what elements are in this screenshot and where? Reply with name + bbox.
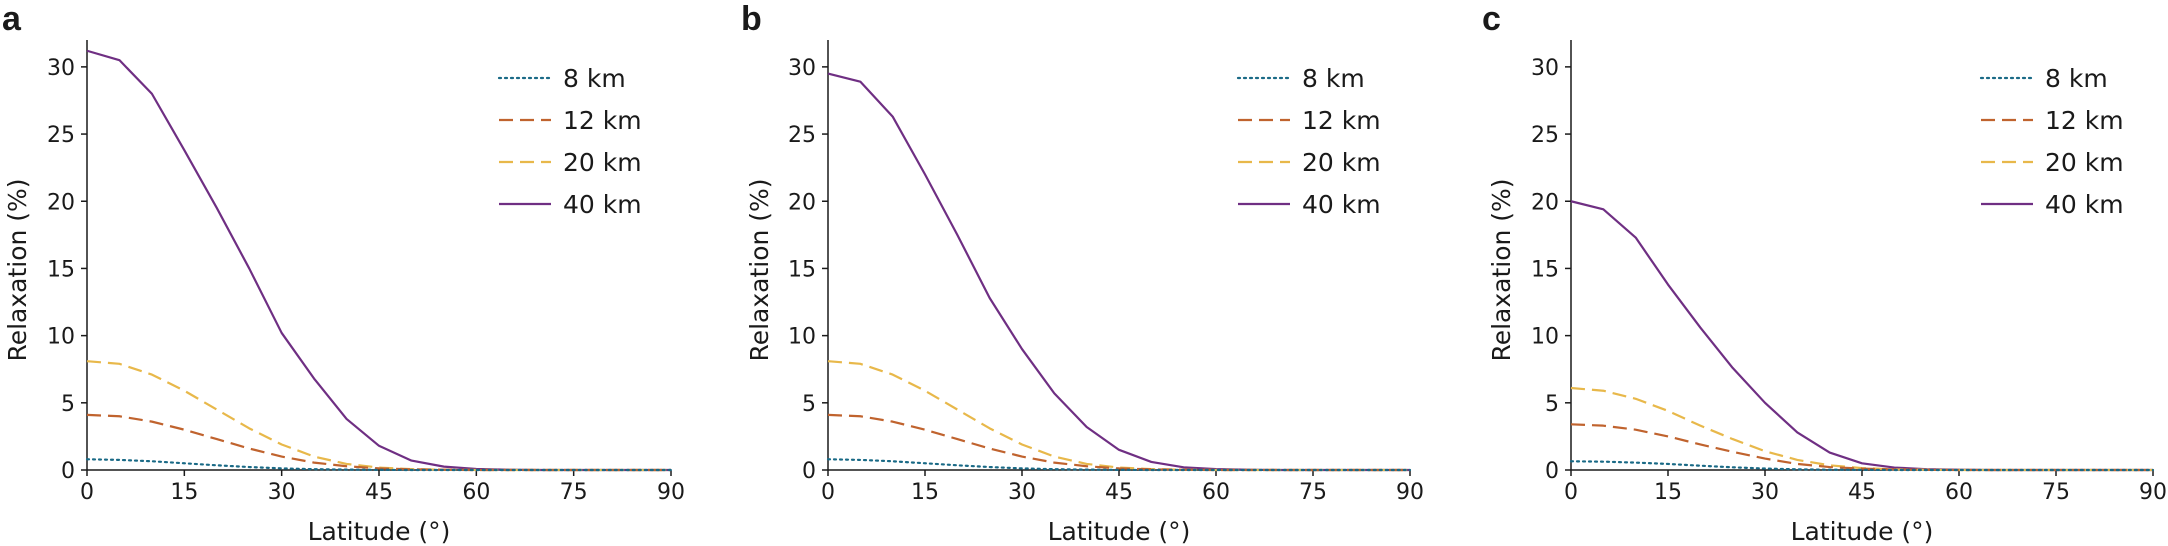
x-tick-label: 75 — [560, 480, 588, 505]
y-tick-label: 25 — [1531, 123, 1559, 148]
legend-label: 20 km — [1302, 148, 1381, 177]
y-tick-label: 5 — [1545, 392, 1559, 417]
legend-label: 20 km — [2045, 148, 2124, 177]
x-tick-label: 45 — [1848, 480, 1876, 505]
panel-letter: c — [1482, 0, 1501, 38]
x-tick-label: 30 — [268, 480, 296, 505]
x-tick-label: 45 — [365, 480, 393, 505]
series-line-12km — [827, 413, 1410, 472]
x-tick-label: 0 — [821, 480, 835, 505]
y-tick-label: 15 — [788, 257, 816, 282]
y-tick-label: 20 — [47, 190, 75, 215]
chart-panel-b: b 0 5 10 15 20 25 30 0 15 30 45 60 75 90 Latitude (°) Re… — [741, 0, 1424, 546]
legend-label: 8 km — [563, 64, 626, 93]
series-line-8km — [826, 458, 1412, 472]
legend-label: 40 km — [563, 190, 642, 219]
y-axis-title: Relaxation (%) — [3, 178, 32, 361]
series-line-20km — [1570, 386, 2153, 472]
legend-label: 12 km — [563, 106, 642, 135]
y-tick-label: 5 — [802, 392, 816, 417]
series-line-20km — [827, 360, 1410, 472]
x-tick-label: 30 — [1751, 480, 1779, 505]
x-tick-label: 0 — [80, 480, 94, 505]
series-line-8km — [85, 458, 673, 472]
y-tick-label: 30 — [1531, 56, 1559, 81]
x-tick-label: 60 — [1945, 480, 1973, 505]
panel-letter: b — [741, 0, 762, 38]
y-tick-label: 25 — [47, 123, 75, 148]
legend-label: 40 km — [2045, 190, 2124, 219]
series-line-20km — [86, 360, 671, 472]
y-tick-label: 20 — [788, 190, 816, 215]
x-tick-label: 75 — [2042, 480, 2070, 505]
series-line-12km — [86, 413, 671, 472]
x-tick-label: 90 — [2139, 480, 2167, 505]
y-tick-label: 25 — [788, 123, 816, 148]
panel-letter: a — [2, 0, 22, 38]
x-tick-label: 90 — [1396, 480, 1424, 505]
chart-panel-c: c 0 5 10 15 20 25 30 0 15 30 45 60 75 90 Latitude (°) Re… — [1482, 0, 2167, 546]
legend: 8 km 12 km 20 km 40 km — [497, 64, 642, 219]
x-tick-label: 15 — [1654, 480, 1682, 505]
x-tick-label: 90 — [657, 480, 685, 505]
y-tick-label: 5 — [61, 392, 75, 417]
y-tick-label: 0 — [61, 459, 75, 484]
y-tick-label: 15 — [1531, 257, 1559, 282]
y-tick-label: 10 — [1531, 325, 1559, 350]
y-axis-title: Relaxation (%) — [1487, 178, 1516, 361]
x-axis-title: Latitude (°) — [1791, 517, 1934, 546]
series-line-8km — [1569, 460, 2155, 472]
x-tick-label: 0 — [1564, 480, 1578, 505]
x-axis-title: Latitude (°) — [1048, 517, 1191, 546]
x-tick-label: 45 — [1105, 480, 1133, 505]
legend-label: 40 km — [1302, 190, 1381, 219]
y-tick-label: 20 — [1531, 190, 1559, 215]
x-tick-label: 60 — [462, 480, 490, 505]
legend-label: 8 km — [2045, 64, 2108, 93]
x-tick-label: 15 — [170, 480, 198, 505]
y-tick-label: 0 — [1545, 459, 1559, 484]
x-tick-label: 30 — [1008, 480, 1036, 505]
x-axis-title: Latitude (°) — [308, 517, 451, 546]
y-tick-label: 15 — [47, 257, 75, 282]
y-tick-label: 30 — [788, 56, 816, 81]
y-axis-title: Relaxation (%) — [745, 178, 774, 361]
x-tick-label: 15 — [911, 480, 939, 505]
legend-label: 12 km — [2045, 106, 2124, 135]
legend: 8 km 12 km 20 km 40 km — [1236, 64, 1381, 219]
series-line-40km — [1570, 200, 2153, 472]
legend-label: 20 km — [563, 148, 642, 177]
legend-label: 8 km — [1302, 64, 1365, 93]
y-tick-label: 0 — [802, 459, 816, 484]
y-tick-label: 30 — [47, 56, 75, 81]
legend: 8 km 12 km 20 km 40 km — [1979, 64, 2124, 219]
y-tick-label: 10 — [47, 325, 75, 350]
x-tick-label: 75 — [1299, 480, 1327, 505]
legend-label: 12 km — [1302, 106, 1381, 135]
x-tick-label: 60 — [1202, 480, 1230, 505]
chart-panel-a: a 0 5 10 15 20 25 30 0 15 30 45 60 75 90 Latitude (°) Re… — [2, 0, 685, 546]
y-tick-label: 10 — [788, 325, 816, 350]
